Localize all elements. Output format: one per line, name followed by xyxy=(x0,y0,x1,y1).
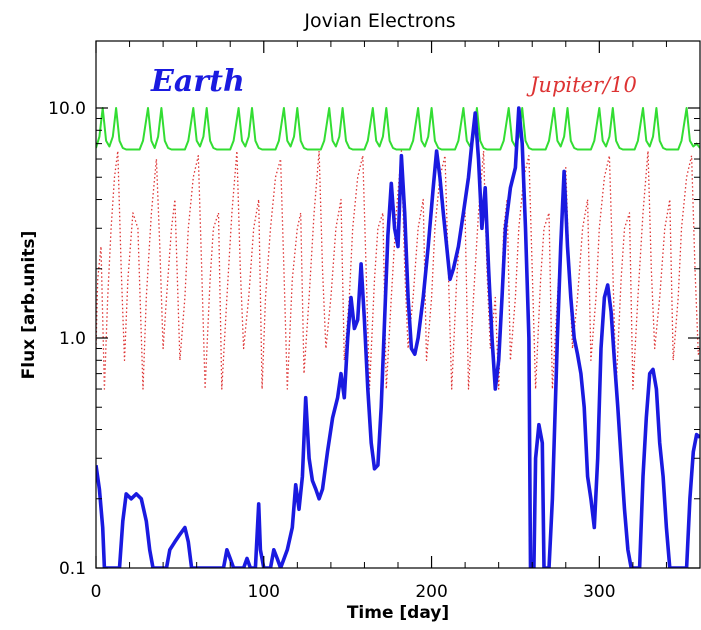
jupiter-annotation: Jupiter/10 xyxy=(526,73,637,97)
y-tick-label: 0.1 xyxy=(59,559,86,579)
series-layer xyxy=(96,106,700,568)
x-axis-label: Time [day] xyxy=(347,603,449,623)
x-tick-label: 0 xyxy=(91,582,102,602)
green-periodic-line xyxy=(96,107,700,151)
earth-annotation: Earth xyxy=(150,64,245,99)
tick-layer: 0 100 200 300 0.1 1.0 10.0 xyxy=(48,41,701,602)
y-tick-label: 10.0 xyxy=(48,99,86,119)
chart-title: Jovian Electrons xyxy=(303,10,455,32)
jupiter-flux-line xyxy=(96,150,700,390)
y-axis-label: Flux [arb.units] xyxy=(19,231,39,380)
x-tick-label: 100 xyxy=(248,582,280,602)
earth-flux-line xyxy=(96,106,700,568)
x-tick-label: 200 xyxy=(415,582,447,602)
x-tick-label: 300 xyxy=(583,582,615,602)
y-tick-label: 1.0 xyxy=(59,329,86,349)
